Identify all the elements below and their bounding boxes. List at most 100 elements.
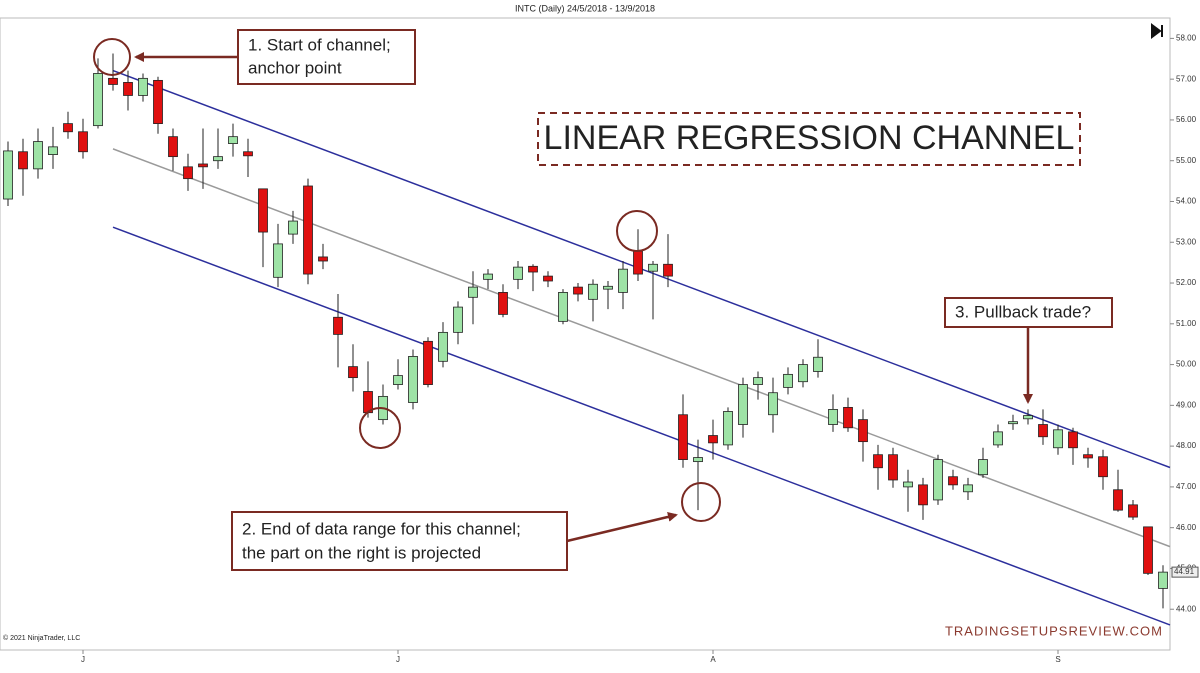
heading: LINEAR REGRESSION CHANNEL bbox=[544, 119, 1075, 157]
candle-body bbox=[438, 331, 448, 362]
y-tick-label: 55.00 bbox=[1176, 156, 1197, 165]
candle-body bbox=[93, 73, 103, 127]
candle-body bbox=[903, 481, 913, 488]
candle-body bbox=[708, 435, 718, 444]
candle-body bbox=[168, 136, 178, 158]
candle-body bbox=[198, 163, 208, 168]
candle-body bbox=[858, 419, 868, 443]
candle-body bbox=[648, 263, 658, 272]
y-tick-label: 44.00 bbox=[1176, 604, 1197, 613]
candle-body bbox=[768, 392, 778, 416]
candle-body bbox=[1158, 571, 1168, 589]
last-price-label: 44.91 bbox=[1174, 567, 1195, 576]
candle-body bbox=[123, 82, 133, 96]
y-tick-label: 52.00 bbox=[1176, 278, 1197, 287]
candle-body bbox=[1023, 415, 1033, 420]
candle-body bbox=[1128, 504, 1138, 518]
x-tick-label: A bbox=[710, 655, 716, 664]
candle-body bbox=[783, 373, 793, 388]
y-tick-label: 53.00 bbox=[1176, 237, 1197, 246]
candle-body bbox=[948, 476, 958, 486]
candle-body bbox=[333, 316, 343, 335]
x-tick-label: S bbox=[1055, 655, 1060, 664]
note-text: 1. Start of channel; bbox=[248, 35, 391, 54]
candle-body bbox=[1113, 489, 1123, 511]
candle-body bbox=[303, 185, 313, 275]
candle-body bbox=[918, 484, 928, 506]
candle-body bbox=[618, 268, 628, 293]
note-text: the part on the right is projected bbox=[242, 543, 481, 562]
candle-body bbox=[528, 265, 538, 273]
scroll-icon bbox=[1151, 23, 1163, 39]
candle-body bbox=[483, 273, 493, 280]
x-tick-label: J bbox=[81, 655, 85, 664]
candle-body bbox=[453, 306, 463, 333]
chart-title: INTC (Daily) 24/5/2018 - 13/9/2018 bbox=[515, 3, 655, 13]
candle-body bbox=[258, 188, 268, 233]
candle-body bbox=[933, 459, 943, 501]
candle-body bbox=[228, 136, 238, 144]
candle-body bbox=[213, 156, 223, 162]
y-tick-label: 47.00 bbox=[1176, 482, 1197, 491]
candle-body bbox=[33, 141, 43, 170]
candle-body bbox=[468, 286, 478, 298]
candle-body bbox=[153, 79, 163, 125]
candle-body bbox=[108, 77, 118, 85]
y-tick-label: 51.00 bbox=[1176, 319, 1197, 328]
candle-body bbox=[843, 406, 853, 429]
candle-body bbox=[723, 411, 733, 446]
highlight-circle bbox=[681, 482, 721, 522]
note-text: 2. End of data range for this channel; bbox=[242, 519, 521, 538]
candle-body bbox=[738, 384, 748, 425]
candle-body bbox=[993, 431, 1003, 446]
candle-body bbox=[828, 409, 838, 425]
candle-body bbox=[543, 275, 553, 282]
candle-body bbox=[1068, 431, 1078, 449]
candle-body bbox=[633, 250, 643, 275]
note-text: anchor point bbox=[248, 58, 342, 77]
candle-body bbox=[348, 366, 358, 379]
candle-body bbox=[3, 150, 13, 200]
y-tick-label: 49.00 bbox=[1176, 400, 1197, 409]
plot-frame bbox=[0, 17, 1171, 651]
note-box bbox=[231, 511, 568, 571]
candle-body bbox=[393, 375, 403, 385]
candle-body bbox=[888, 454, 898, 481]
y-tick-label: 56.00 bbox=[1176, 115, 1197, 124]
candle-body bbox=[513, 266, 523, 280]
candle-body bbox=[1098, 456, 1108, 478]
candle-body bbox=[318, 256, 328, 262]
arrow bbox=[566, 511, 678, 543]
candle-body bbox=[1143, 526, 1153, 574]
note-text: 3. Pullback trade? bbox=[955, 302, 1091, 321]
highlight-circle bbox=[616, 210, 658, 252]
x-tick-label: J bbox=[396, 655, 400, 664]
candle-body bbox=[753, 377, 763, 385]
highlight-circle bbox=[93, 38, 131, 76]
candle-body bbox=[183, 166, 193, 180]
y-tick-label: 58.00 bbox=[1176, 33, 1197, 42]
candle-body bbox=[693, 457, 703, 463]
candle-body bbox=[978, 459, 988, 476]
candle-body bbox=[1038, 424, 1048, 438]
candle-body bbox=[588, 283, 598, 300]
watermark: TRADINGSETUPSREVIEW.COM bbox=[945, 623, 1163, 638]
candle-body bbox=[678, 414, 688, 460]
y-tick-label: 57.00 bbox=[1176, 74, 1197, 83]
copyright: © 2021 NinjaTrader, LLC bbox=[3, 634, 80, 642]
candle-body bbox=[963, 484, 973, 493]
y-tick-label: 50.00 bbox=[1176, 360, 1197, 369]
last-price-box bbox=[1171, 566, 1199, 578]
candle-body bbox=[273, 243, 283, 278]
candle-body bbox=[423, 340, 433, 385]
candle-body bbox=[813, 356, 823, 372]
y-tick-label: 46.00 bbox=[1176, 523, 1197, 532]
candle-body bbox=[1083, 454, 1093, 459]
candle-body bbox=[288, 220, 298, 235]
candle-body bbox=[663, 263, 673, 277]
candle-body bbox=[798, 364, 808, 383]
candle-body bbox=[573, 286, 583, 295]
candle-body bbox=[78, 131, 88, 153]
candle-body bbox=[63, 123, 73, 133]
candle-body bbox=[1008, 421, 1018, 425]
